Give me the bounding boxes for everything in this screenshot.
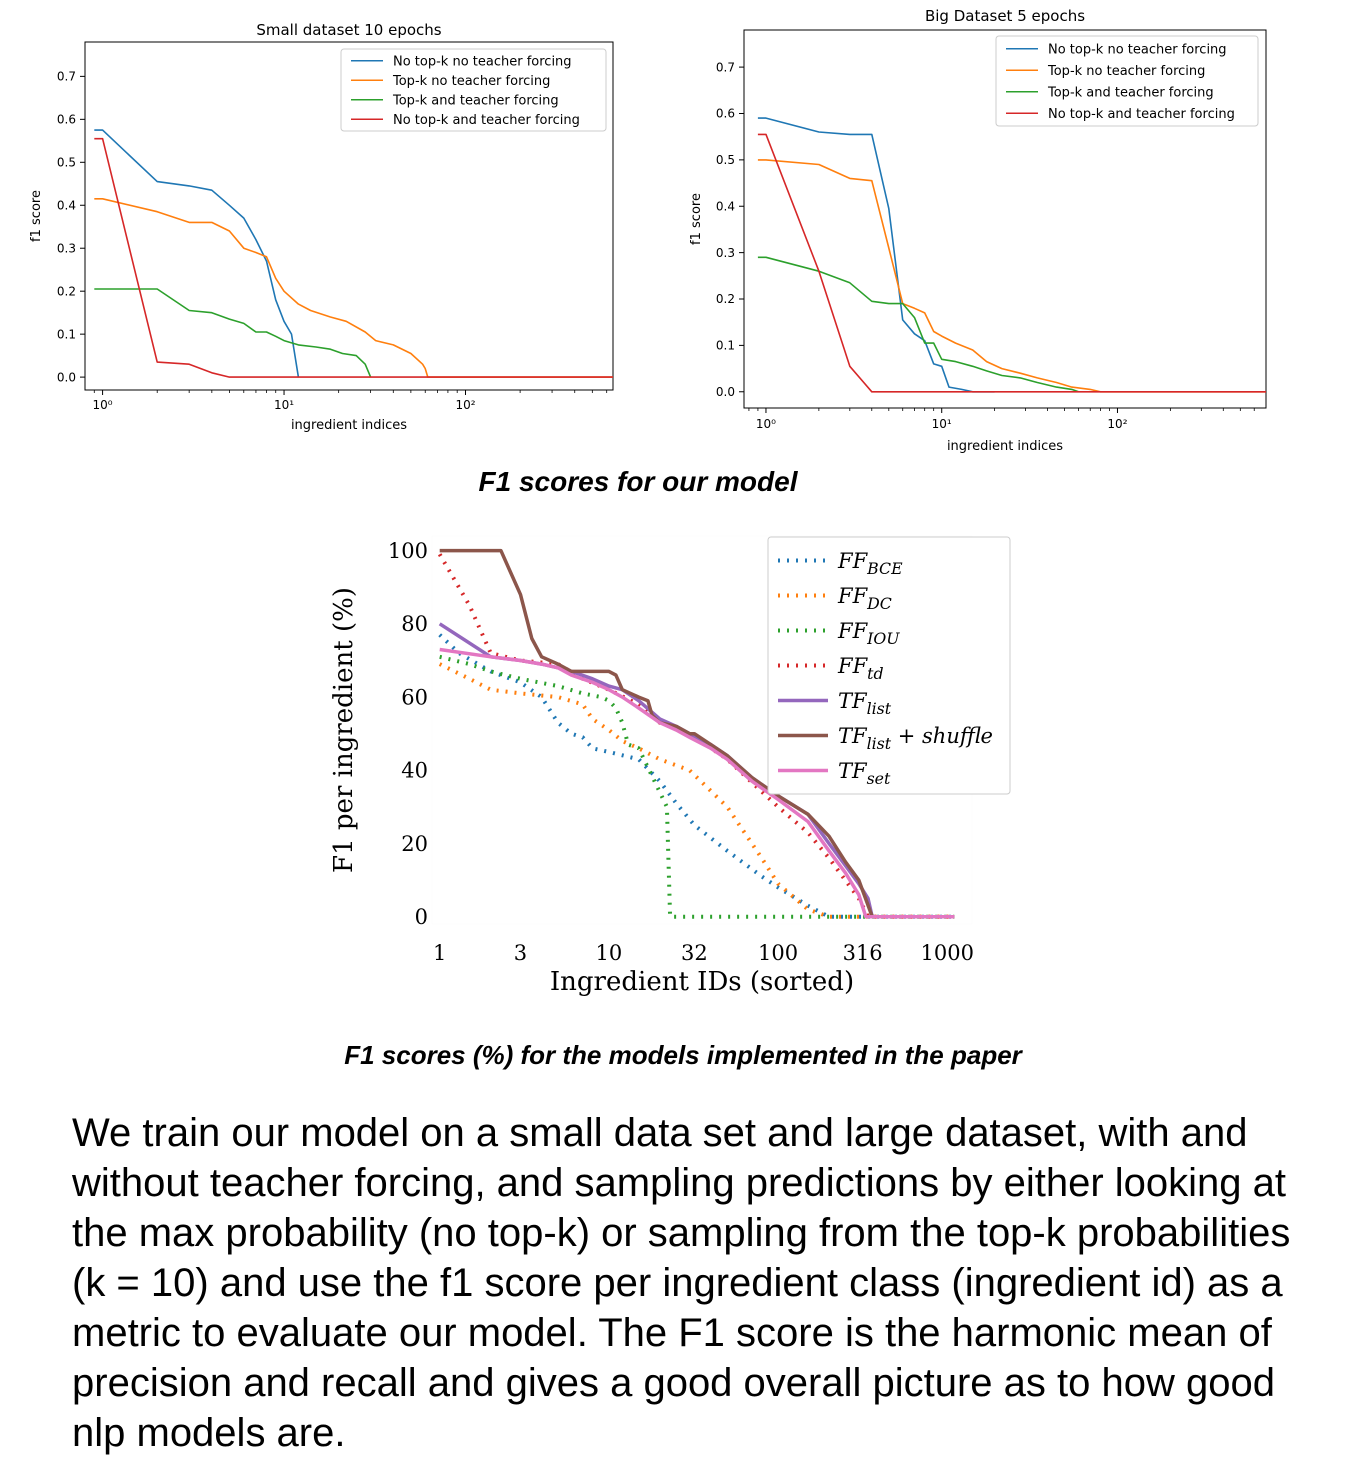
legend-label-tf-list-shuffle: TFlist + shuffle — [838, 724, 993, 753]
series-line-top-k-and-teacher-forcing — [757, 256, 1079, 393]
x-tick-label: 10⁰ — [93, 398, 113, 412]
y-tick-label: 0.6 — [716, 107, 735, 121]
x-tick-label: 32 — [681, 941, 708, 965]
legend: No top-k no teacher forcing Top-k no teac… — [340, 48, 607, 132]
legend: No top-k no teacher forcing Top-k no teac… — [995, 35, 1259, 127]
legend-label-tf-list: TFlist — [838, 689, 892, 718]
x-tick-label: 1000 — [921, 941, 974, 965]
x-tick-label: 10⁰ — [756, 417, 776, 431]
small-dataset-chart: Small dataset 10 epochs 0.0 0.1 0.2 0.3 0.4 0.… — [29, 21, 614, 433]
y-tick-label: 100 — [388, 539, 428, 563]
y-tick-label: 0.0 — [716, 385, 735, 399]
y-tick-label: 60 — [401, 685, 428, 709]
series-line-ff-iou — [439, 654, 955, 919]
our-model-caption: F1 scores for our model — [478, 466, 798, 497]
legend-box — [340, 48, 607, 132]
legend-label-no-top-k-no-teacher-forcing: No top-k no teacher forcing — [1048, 42, 1227, 57]
x-tick-label: 10¹ — [932, 417, 952, 431]
legend: FFBCE FFDC FFIOU FFtd TFlist TFlist + shuffle… — [767, 536, 1011, 795]
x-tick-label: 100 — [758, 941, 798, 965]
series-line-no-top-k-and-teacher-forcing — [757, 133, 1266, 393]
chart-title: Big Dataset 5 epochs — [925, 7, 1085, 25]
legend-label-ff-dc: FFDC — [837, 584, 892, 613]
x-tick-label: 3 — [514, 941, 527, 965]
y-tick-label: 0.5 — [57, 155, 76, 169]
series-line-top-k-and-teacher-forcing — [94, 288, 372, 378]
big-dataset-chart: Big Dataset 5 epochs 0.0 0.1 0.2 0.3 0.4 0.5 0.… — [689, 7, 1267, 454]
y-tick-label: 0.1 — [57, 327, 76, 341]
x-tick-label: 316 — [843, 941, 883, 965]
y-tick-label: 0.6 — [57, 113, 76, 127]
y-axis-label: f1 score — [689, 193, 704, 245]
legend-label-no-top-k-and-teacher-forcing: No top-k and teacher forcing — [1048, 107, 1235, 122]
paper-models-caption: F1 scores (%) for the models implemented… — [344, 1040, 1022, 1070]
x-tick-label: 10² — [455, 398, 475, 412]
legend-label-no-top-k-and-teacher-forcing: No top-k and teacher forcing — [393, 113, 580, 128]
x-axis-label: ingredient indices — [291, 418, 407, 433]
y-axis-label: F1 per ingredient (%) — [329, 587, 359, 873]
y-tick-label: 0.5 — [716, 153, 735, 167]
legend-label-top-k-and-teacher-forcing: Top-k and teacher forcing — [1047, 85, 1214, 100]
y-tick-label: 0.3 — [57, 241, 76, 255]
series-line-top-k-no-teacher-forcing — [757, 159, 1266, 393]
legend-label-ff-td: FFtd — [837, 654, 884, 683]
description-paragraph: We train our model on a small data set a… — [72, 1111, 1291, 1455]
chart-title: Small dataset 10 epochs — [256, 21, 441, 39]
y-tick-label: 0.0 — [57, 370, 76, 384]
legend-label-top-k-no-teacher-forcing: Top-k no teacher forcing — [1047, 64, 1205, 79]
paper-models-chart: 0 20 40 60 80 100 1 3 10 32 100 316 1000 Ingredient I… — [329, 535, 1011, 997]
legend-label-top-k-and-teacher-forcing: Top-k and teacher forcing — [392, 93, 559, 108]
legend-label-ff-bce: FFBCE — [837, 549, 903, 578]
y-axis-label: f1 score — [29, 190, 44, 242]
legend-box — [767, 536, 1011, 795]
x-axis-label: Ingredient IDs (sorted) — [550, 967, 854, 997]
legend-label-top-k-no-teacher-forcing: Top-k no teacher forcing — [392, 74, 550, 89]
x-tick-label: 10¹ — [274, 398, 294, 412]
y-tick-label: 0.2 — [716, 292, 735, 306]
x-axis-label: ingredient indices — [947, 439, 1063, 454]
y-tick-label: 0.3 — [716, 246, 735, 260]
series-line-no-top-k-no-teacher-forcing — [94, 129, 300, 378]
series-line-no-top-k-and-teacher-forcing — [94, 137, 613, 378]
y-tick-label: 0.7 — [716, 60, 735, 74]
y-tick-label: 80 — [401, 612, 428, 636]
x-tick-label: 10 — [596, 941, 623, 965]
legend-label-ff-iou: FFIOU — [837, 619, 900, 648]
legend-label-tf-set: TFset — [838, 759, 891, 788]
series-line-no-top-k-no-teacher-forcing — [757, 117, 995, 393]
y-tick-label: 0.4 — [716, 199, 735, 213]
y-tick-label: 40 — [401, 759, 428, 783]
y-tick-label: 0.1 — [716, 339, 735, 353]
y-tick-label: 0.2 — [57, 284, 76, 298]
y-tick-label: 0 — [415, 905, 428, 929]
series-line-tf-set — [439, 647, 955, 919]
series-line-top-k-no-teacher-forcing — [94, 198, 613, 378]
x-tick-label: 1 — [433, 941, 446, 965]
legend-box — [995, 35, 1259, 127]
y-tick-label: 20 — [401, 832, 428, 856]
y-tick-label: 0.7 — [57, 70, 76, 84]
x-tick-label: 10² — [1107, 417, 1127, 431]
y-tick-label: 0.4 — [57, 198, 76, 212]
legend-label-no-top-k-no-teacher-forcing: No top-k no teacher forcing — [393, 54, 572, 69]
